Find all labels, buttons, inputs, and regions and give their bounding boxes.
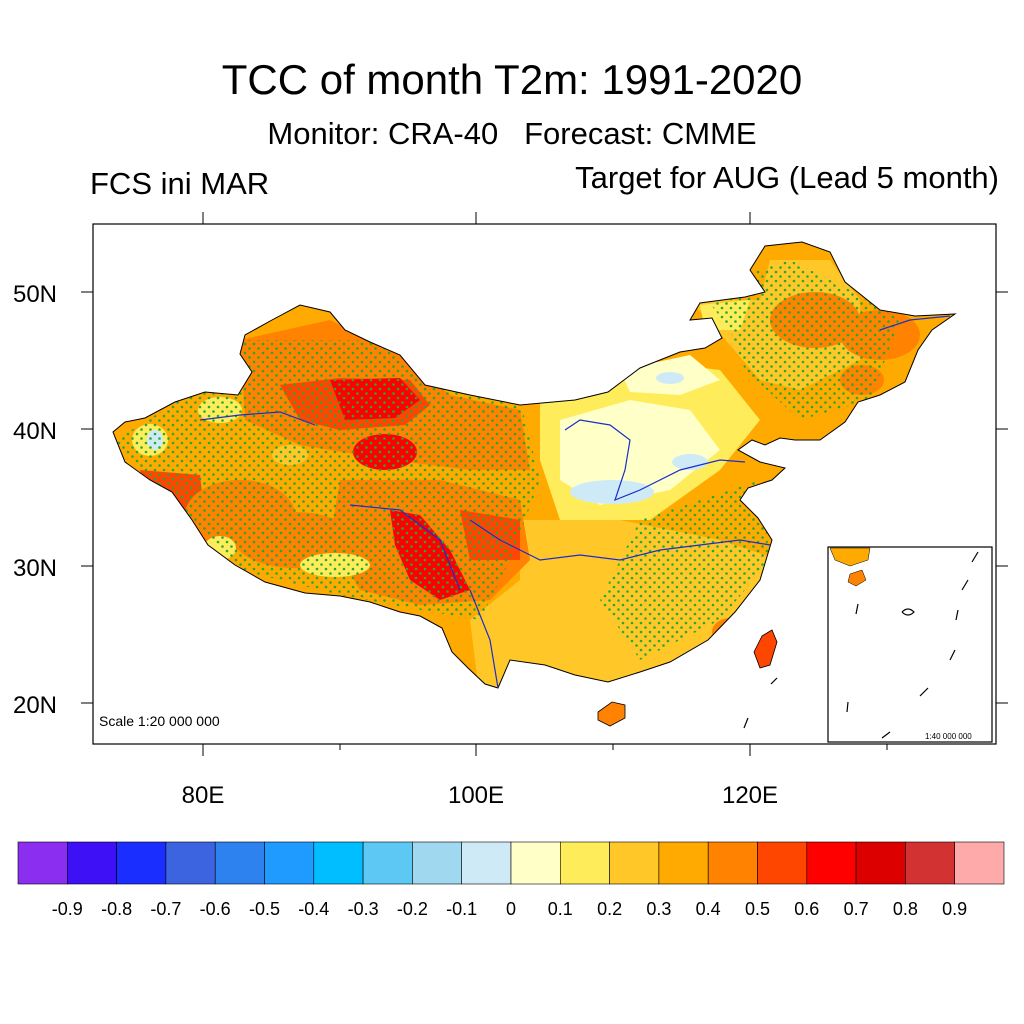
colorbar-label: -0.9 <box>52 899 83 919</box>
target-month-label: Target for AUG (Lead 5 month) <box>575 160 999 195</box>
colorbar-box <box>165 841 216 885</box>
colorbar-box <box>313 841 364 885</box>
hainan-island <box>597 701 626 727</box>
init-month-label: FCS ini MAR <box>90 166 270 201</box>
colorbar-label: 0.2 <box>597 899 622 919</box>
colorbar-label: 0.4 <box>696 899 721 919</box>
colorbar-label: 0.7 <box>844 899 869 919</box>
colorbar-box <box>855 841 906 885</box>
colorbar-box <box>214 841 265 885</box>
map-subtitle: Monitor: CRA-40 Forecast: CMME <box>267 116 757 151</box>
colorbar-box <box>461 841 512 885</box>
colorbar-box <box>116 841 167 885</box>
colorbar-label: -0.8 <box>101 899 132 919</box>
colorbar-label: -0.5 <box>249 899 280 919</box>
colorbar-label: 0.1 <box>548 899 573 919</box>
colorbar-box <box>757 841 808 885</box>
china-border <box>112 241 957 689</box>
south-china-sea-inset: 1:40 000 000 <box>827 546 993 743</box>
colorbar-label: 0.9 <box>942 899 967 919</box>
axis-ticks <box>81 212 1008 756</box>
colorbar-label: 0.3 <box>646 899 671 919</box>
colorbar-label: -0.2 <box>397 899 428 919</box>
colorbar-box <box>658 841 709 885</box>
colorbar-label: -0.6 <box>200 899 231 919</box>
colorbar-box <box>17 841 68 885</box>
colorbar-label: 0.5 <box>745 899 770 919</box>
colorbar-box <box>806 841 857 885</box>
colorbar-label: -0.3 <box>348 899 379 919</box>
lon-label-120e: 120E <box>722 782 778 809</box>
colorbar-label: 0.8 <box>893 899 918 919</box>
colorbar-label: -0.1 <box>446 899 477 919</box>
colorbar-label: -0.7 <box>150 899 181 919</box>
taiwan-island <box>753 629 778 669</box>
colorbar-box <box>905 841 956 885</box>
colorbar-box <box>609 841 660 885</box>
colorbar-box <box>954 841 1005 885</box>
lat-label-40n: 40N <box>13 418 57 445</box>
colorbar: -0.9 -0.8 -0.7 -0.6 -0.5 -0.4 -0.3 -0.2 -0.1 0 0.1… <box>17 841 1005 919</box>
colorbar-box <box>67 841 117 885</box>
lon-label-100e: 100E <box>448 782 504 809</box>
colorbar-box <box>264 841 315 885</box>
scale-label: Scale 1:20 000 000 <box>99 713 220 729</box>
colorbar-label: 0.6 <box>794 899 819 919</box>
colorbar-box <box>412 841 462 885</box>
lat-label-30n: 30N <box>13 555 57 582</box>
lat-label-50n: 50N <box>13 281 57 308</box>
rivers <box>199 315 951 689</box>
colorbar-label: -0.4 <box>298 899 329 919</box>
colorbar-label: 0 <box>506 899 516 919</box>
lon-label-80e: 80E <box>182 782 225 809</box>
colorbar-box <box>559 841 610 885</box>
colorbar-box <box>707 841 758 885</box>
map-title: TCC of month T2m: 1991-2020 <box>221 56 803 103</box>
inset-scale-label: 1:40 000 000 <box>925 732 972 741</box>
lat-label-20n: 20N <box>13 692 57 719</box>
colorbar-box <box>510 841 561 885</box>
colorbar-box <box>362 841 413 885</box>
